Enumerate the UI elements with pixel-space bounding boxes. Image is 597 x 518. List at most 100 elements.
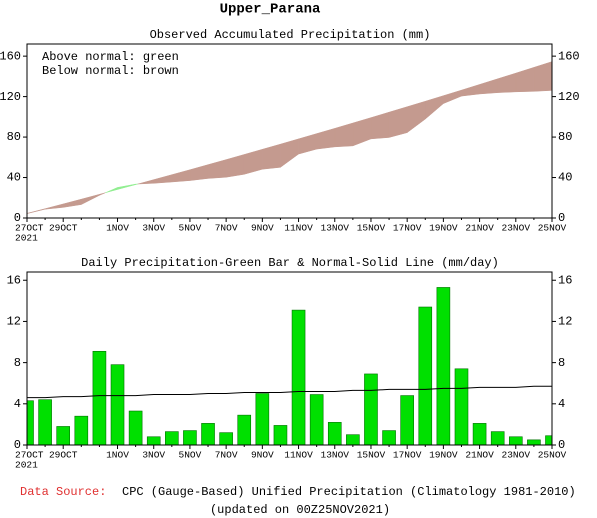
- bar: [327, 422, 342, 445]
- updated: (updated on 00Z25NOV2021): [210, 503, 390, 517]
- x-tick-label: 21NOV: [465, 223, 494, 234]
- bar: [400, 395, 414, 445]
- x-tick-label: 7NOV: [215, 223, 238, 234]
- bar: [472, 423, 487, 445]
- x-tick-label: 13NOV: [321, 223, 350, 234]
- bar: [364, 373, 378, 445]
- bar: [146, 436, 161, 445]
- bar: [38, 399, 52, 445]
- plot-frame: [26, 271, 553, 446]
- x-tick-label: 13NOV: [321, 450, 350, 461]
- y-tick-label: 0: [14, 438, 21, 452]
- x-tick-label: 17NOV: [393, 223, 422, 234]
- x-tick-label: 23NOV: [502, 450, 531, 461]
- bar: [255, 393, 270, 445]
- difference-area: [370, 111, 390, 140]
- bar: [508, 436, 523, 445]
- bar: [309, 394, 324, 445]
- y-tick-label: 80: [7, 130, 21, 144]
- bar: [436, 287, 451, 445]
- y-tick-label: 12: [7, 315, 21, 329]
- x-tick-label: 7NOV: [215, 450, 238, 461]
- difference-area: [62, 198, 82, 208]
- y-tick-label: 4: [14, 397, 21, 411]
- bar: [273, 425, 288, 445]
- chart-title: Observed Accumulated Precipitation (mm): [150, 28, 431, 42]
- plot-area: [27, 61, 552, 214]
- y-tick-label: 4: [558, 397, 565, 411]
- difference-area: [105, 187, 118, 193]
- difference-area: [99, 192, 106, 196]
- bar: [110, 364, 125, 445]
- difference-area: [515, 67, 535, 93]
- difference-area: [334, 122, 354, 148]
- difference-area: [137, 179, 154, 185]
- y-tick-label: 16: [558, 273, 572, 287]
- page-title: Upper_Parana: [220, 2, 321, 18]
- x-tick-label: 3NOV: [142, 223, 165, 234]
- y-tick-label: 80: [558, 130, 572, 144]
- bar: [56, 426, 71, 445]
- x-tick-label: 27OCT: [15, 223, 44, 234]
- difference-area: [171, 169, 191, 183]
- x-tick-label: 27OCT: [15, 450, 44, 461]
- difference-area: [443, 89, 462, 104]
- bar: [165, 431, 179, 445]
- x-tick-label: 1NOV: [106, 223, 129, 234]
- source-label: Data Source:: [20, 485, 106, 499]
- y-tick-label: 0: [558, 438, 565, 452]
- difference-area: [189, 164, 209, 181]
- x-tick-label: 9NOV: [251, 223, 274, 234]
- bar: [128, 410, 143, 445]
- x-tick-label: 9NOV: [251, 450, 274, 461]
- plot-area: [27, 287, 552, 445]
- y-tick-label: 160: [558, 49, 580, 63]
- bar: [74, 415, 89, 445]
- difference-area: [388, 106, 408, 138]
- x-tick-label: 29OCT: [49, 223, 78, 234]
- x-tick-label: 29OCT: [49, 450, 78, 461]
- x-tick-label: 17NOV: [393, 450, 422, 461]
- bar: [418, 306, 433, 445]
- y-tick-label: 16: [7, 273, 21, 287]
- bar: [219, 432, 233, 445]
- difference-area: [243, 148, 263, 175]
- normal-line: [27, 385, 552, 399]
- difference-area: [461, 84, 480, 97]
- bar: [527, 439, 541, 445]
- difference-area: [117, 183, 136, 190]
- difference-area: [225, 154, 245, 178]
- difference-area: [153, 174, 173, 184]
- bar: [237, 414, 252, 445]
- difference-area: [81, 194, 100, 205]
- x-tick-label: 15NOV: [357, 450, 386, 461]
- y-tick-label: 8: [14, 356, 21, 370]
- annotation: Below normal: brown: [42, 64, 179, 78]
- difference-area: [497, 72, 517, 93]
- difference-area: [135, 183, 138, 185]
- x-tick-label: 25NOV: [538, 223, 567, 234]
- x-tick-label: 11NOV: [284, 450, 313, 461]
- difference-area: [425, 95, 444, 120]
- bar: [201, 423, 215, 445]
- annotation: Above normal: green: [42, 50, 179, 64]
- bar: [490, 431, 505, 445]
- x-tick-label: 11NOV: [284, 223, 313, 234]
- difference-area: [262, 143, 281, 170]
- y-tick-label: 40: [7, 171, 21, 185]
- difference-area: [533, 61, 552, 92]
- y-tick-label: 40: [558, 171, 572, 185]
- bar: [291, 309, 306, 445]
- bar: [183, 430, 197, 445]
- plot-frame: [26, 43, 553, 219]
- difference-area: [207, 159, 227, 179]
- x-year-label: 2021: [15, 460, 38, 471]
- y-tick-label: 8: [558, 356, 565, 370]
- y-tick-label: 160: [0, 49, 21, 63]
- bar: [346, 434, 360, 445]
- difference-area: [479, 78, 498, 95]
- x-tick-label: 21NOV: [465, 450, 494, 461]
- difference-area: [44, 203, 64, 210]
- difference-area: [280, 138, 299, 168]
